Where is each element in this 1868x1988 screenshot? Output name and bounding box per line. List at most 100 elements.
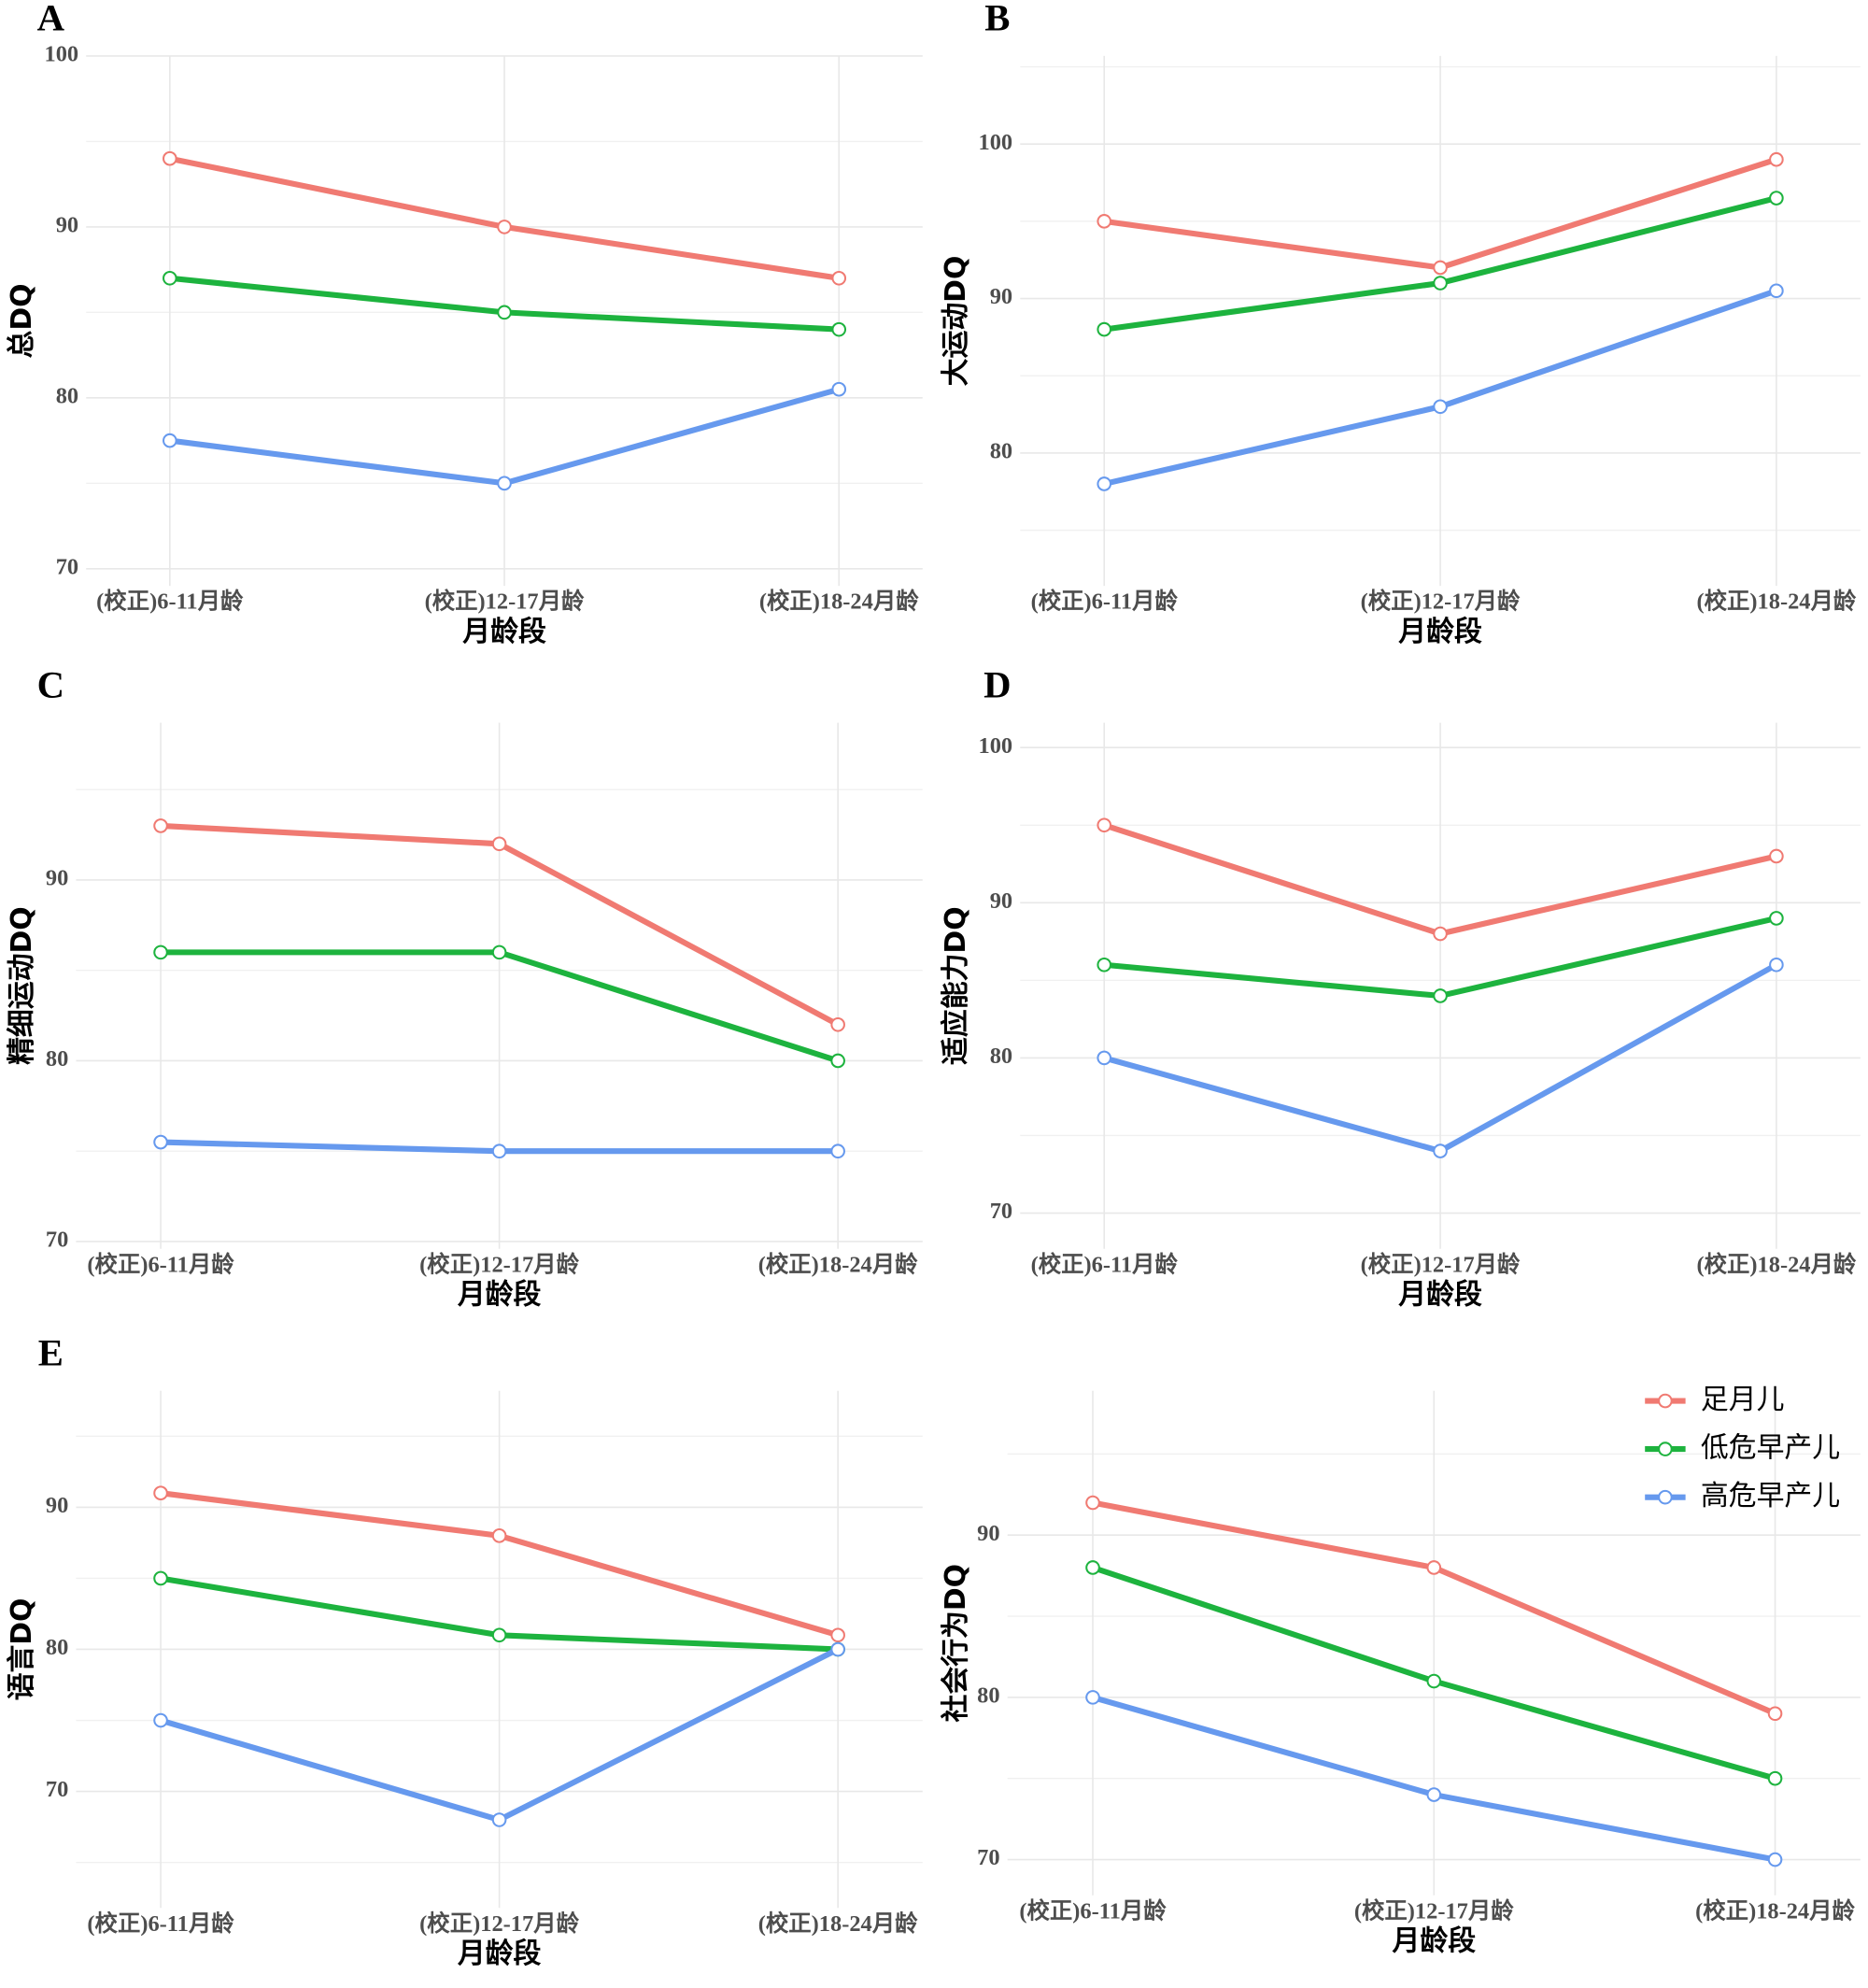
y-tick-label: 90 [990, 888, 1012, 914]
y-tick-label: 90 [977, 1521, 999, 1546]
data-point [1433, 1143, 1448, 1158]
data-point [1097, 476, 1112, 491]
x-axis-title: 月龄段 [462, 616, 546, 648]
data-point [491, 836, 507, 852]
data-point [491, 944, 507, 960]
y-axis-title: 语言DQ [6, 1598, 38, 1701]
x-axis-title: 月龄段 [1398, 616, 1482, 648]
data-point [1433, 926, 1448, 942]
data-point [497, 476, 512, 491]
data-point [1097, 321, 1112, 337]
data-point [497, 305, 512, 320]
x-tick-label: (校正)12-17月龄 [1361, 1251, 1521, 1277]
panel-label: C [37, 663, 64, 705]
data-point [831, 270, 847, 286]
x-tick-label: (校正)6-11月龄 [87, 1910, 234, 1937]
data-point [153, 1570, 168, 1586]
legend-label: 低危早产儿 [1701, 1432, 1840, 1465]
data-point [830, 1016, 845, 1032]
legend-marker [1658, 1489, 1673, 1505]
panel-label: D [984, 663, 1011, 705]
legend-label: 足月儿 [1701, 1384, 1785, 1416]
panel-label: A [37, 0, 65, 39]
x-axis-title: 月龄段 [458, 1278, 542, 1311]
y-tick-label: 80 [990, 438, 1012, 463]
data-point [1767, 1852, 1783, 1867]
data-point [1097, 1050, 1112, 1066]
data-point [153, 1485, 168, 1500]
data-point [163, 433, 177, 448]
y-tick-label: 90 [46, 866, 68, 891]
data-point [1426, 1560, 1442, 1575]
data-point [163, 150, 177, 166]
data-point [491, 1143, 507, 1159]
data-point [153, 944, 168, 960]
x-tick-label: (校正)6-11月龄 [96, 589, 244, 615]
x-axis-title: 月龄段 [458, 1938, 542, 1970]
data-point [1769, 957, 1784, 973]
data-point [1085, 1690, 1100, 1705]
x-axis-title: 月龄段 [1398, 1278, 1482, 1311]
data-point [830, 1627, 845, 1643]
panel-label: B [984, 0, 1010, 39]
x-tick-label: (校正)12-17月龄 [419, 1251, 579, 1277]
x-tick-label: (校正)6-11月龄 [1019, 1897, 1167, 1924]
data-point [1426, 1787, 1442, 1802]
y-tick-label: 80 [46, 1046, 68, 1072]
x-tick-label: (校正)18-24月龄 [759, 589, 919, 615]
x-tick-label: (校正)12-17月龄 [425, 589, 585, 615]
data-point [1769, 151, 1784, 167]
x-tick-label: (校正)6-11月龄 [1031, 1251, 1179, 1277]
y-tick-label: 70 [56, 554, 78, 579]
data-point [491, 1627, 507, 1643]
x-tick-label: (校正)18-24月龄 [1695, 1897, 1855, 1924]
data-point [1097, 214, 1112, 229]
y-tick-label: 80 [990, 1044, 1012, 1069]
y-tick-label: 80 [977, 1683, 999, 1708]
y-axis-title: 总DQ [6, 284, 38, 359]
data-point [1426, 1673, 1442, 1689]
x-tick-label: (校正)18-24月龄 [758, 1910, 918, 1937]
x-tick-label: (校正)18-24月龄 [1696, 589, 1856, 615]
y-tick-label: 100 [979, 733, 1013, 759]
data-point [1433, 988, 1448, 1003]
data-point [1769, 911, 1784, 926]
x-tick-label: (校正)18-24月龄 [758, 1251, 918, 1277]
data-point [1767, 1770, 1783, 1786]
y-tick-label: 80 [46, 1635, 68, 1660]
data-point [1433, 260, 1448, 276]
legend-marker [1658, 1441, 1673, 1456]
legend-marker [1658, 1393, 1673, 1409]
x-tick-label: (校正)6-11月龄 [1031, 589, 1179, 615]
data-point [830, 1641, 845, 1657]
data-point [831, 381, 847, 397]
data-point [497, 220, 512, 234]
data-point [491, 1528, 507, 1543]
y-tick-label: 80 [56, 383, 78, 408]
data-point [491, 1812, 507, 1827]
data-point [1769, 191, 1784, 206]
y-tick-label: 90 [56, 212, 78, 237]
x-axis-title: 月龄段 [1393, 1924, 1477, 1957]
y-tick-label: 70 [990, 1199, 1012, 1224]
data-point [163, 270, 177, 286]
y-tick-label: 90 [990, 284, 1012, 309]
data-point [1097, 957, 1112, 973]
legend-label: 高危早产儿 [1701, 1480, 1840, 1512]
y-tick-label: 100 [45, 42, 79, 67]
y-tick-label: 70 [46, 1777, 68, 1802]
y-axis-title: 大运动DQ [940, 256, 972, 387]
y-tick-label: 90 [46, 1493, 68, 1518]
y-tick-label: 100 [979, 130, 1013, 155]
x-tick-label: (校正)18-24月龄 [1696, 1251, 1856, 1277]
data-point [1769, 848, 1784, 864]
data-point [1433, 276, 1448, 291]
data-point [830, 1143, 845, 1159]
data-point [831, 321, 847, 337]
y-axis-title: 精细运动DQ [6, 906, 38, 1065]
y-axis-title: 适应能力DQ [940, 906, 972, 1065]
x-tick-label: (校正)12-17月龄 [1361, 589, 1521, 615]
y-axis-title: 社会行为DQ [940, 1564, 972, 1723]
data-point [1767, 1706, 1783, 1722]
data-point [830, 1053, 845, 1069]
